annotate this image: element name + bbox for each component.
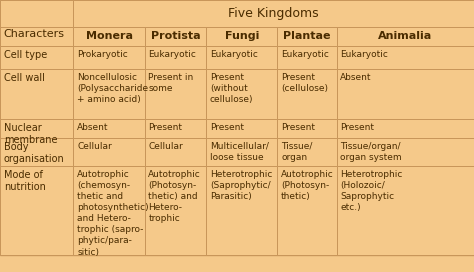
Text: Characters: Characters [4, 29, 65, 39]
Text: Cellular: Cellular [148, 142, 183, 151]
Text: Eukaryotic: Eukaryotic [340, 50, 388, 59]
Text: Present: Present [210, 123, 244, 132]
Text: Protista: Protista [151, 31, 200, 41]
Bar [206, 46, 277, 69]
Text: Autotrophic
(Photosyn-
thetic) and
Hetero-
trophic: Autotrophic (Photosyn- thetic) and Heter… [148, 170, 201, 223]
Bar [337, 69, 474, 119]
Bar [206, 138, 277, 166]
Text: Cellular: Cellular [77, 142, 112, 151]
Bar [277, 119, 337, 138]
Text: Cell type: Cell type [4, 50, 47, 60]
Bar [145, 46, 206, 69]
Text: Plantae: Plantae [283, 31, 331, 41]
Text: Five Kingdoms: Five Kingdoms [228, 7, 319, 20]
Bar [206, 69, 277, 119]
Text: Tissue/organ/
organ system: Tissue/organ/ organ system [340, 142, 402, 162]
Text: Present: Present [148, 123, 182, 132]
Text: Prokaryotic: Prokaryotic [77, 50, 128, 59]
Bar [73, 138, 145, 166]
Text: Noncellulosic
(Polysaccharide
+ amino acid): Noncellulosic (Polysaccharide + amino ac… [77, 73, 148, 104]
Bar [277, 69, 337, 119]
Text: Tissue/
organ: Tissue/ organ [281, 142, 312, 162]
Text: Heterotrophic
(Holozoic/
Saprophytic
etc.): Heterotrophic (Holozoic/ Saprophytic etc… [340, 170, 403, 212]
Bar [277, 166, 337, 255]
Bar [145, 119, 206, 138]
Bar [145, 138, 206, 166]
Bar [0, 166, 73, 255]
Bar [337, 46, 474, 69]
Bar [277, 46, 337, 69]
Text: Eukaryotic: Eukaryotic [148, 50, 196, 59]
Text: Present in
some: Present in some [148, 73, 193, 93]
Text: Heterotrophic
(Saprophytic/
Parasitic): Heterotrophic (Saprophytic/ Parasitic) [210, 170, 273, 201]
Text: Cell wall: Cell wall [4, 73, 45, 83]
Bar [277, 138, 337, 166]
Bar [0, 27, 73, 46]
Bar [337, 138, 474, 166]
Bar [73, 0, 474, 27]
Text: Eukaryotic: Eukaryotic [281, 50, 329, 59]
Bar [206, 27, 277, 46]
Text: Absent: Absent [340, 73, 372, 82]
Bar [145, 166, 206, 255]
Bar [0, 119, 73, 138]
Bar [145, 69, 206, 119]
Bar [0, 138, 73, 166]
Text: Body
organisation: Body organisation [4, 142, 64, 164]
Text: Autotrophic
(Photosyn-
thetic): Autotrophic (Photosyn- thetic) [281, 170, 334, 201]
Text: Monera: Monera [85, 31, 133, 41]
Bar [73, 166, 145, 255]
Bar [0, 69, 73, 119]
Bar [277, 27, 337, 46]
Bar [73, 46, 145, 69]
Bar [337, 119, 474, 138]
Text: Fungi: Fungi [225, 31, 259, 41]
Text: Present
(without
cellulose): Present (without cellulose) [210, 73, 254, 104]
Bar [337, 27, 474, 46]
Bar [0, 46, 73, 69]
Bar [73, 27, 145, 46]
Text: Eukaryotic: Eukaryotic [210, 50, 258, 59]
Text: Animalia: Animalia [378, 31, 432, 41]
Bar [73, 119, 145, 138]
Bar [145, 27, 206, 46]
Text: Present: Present [281, 123, 315, 132]
Text: Present
(cellulose): Present (cellulose) [281, 73, 328, 93]
Bar [337, 166, 474, 255]
Text: Absent: Absent [77, 123, 109, 132]
Text: Autotrophic
(chemosyn-
thetic and
photosynthetic)
and Hetero-
trophic (sapro-
ph: Autotrophic (chemosyn- thetic and photos… [77, 170, 149, 256]
Bar [206, 166, 277, 255]
Text: Present: Present [340, 123, 374, 132]
Bar [73, 69, 145, 119]
Text: Nuclear
membrane: Nuclear membrane [4, 123, 57, 145]
Bar [206, 119, 277, 138]
Text: Mode of
nutrition: Mode of nutrition [4, 170, 46, 192]
Text: Multicellular/
loose tissue: Multicellular/ loose tissue [210, 142, 269, 162]
Bar [0, 0, 73, 27]
